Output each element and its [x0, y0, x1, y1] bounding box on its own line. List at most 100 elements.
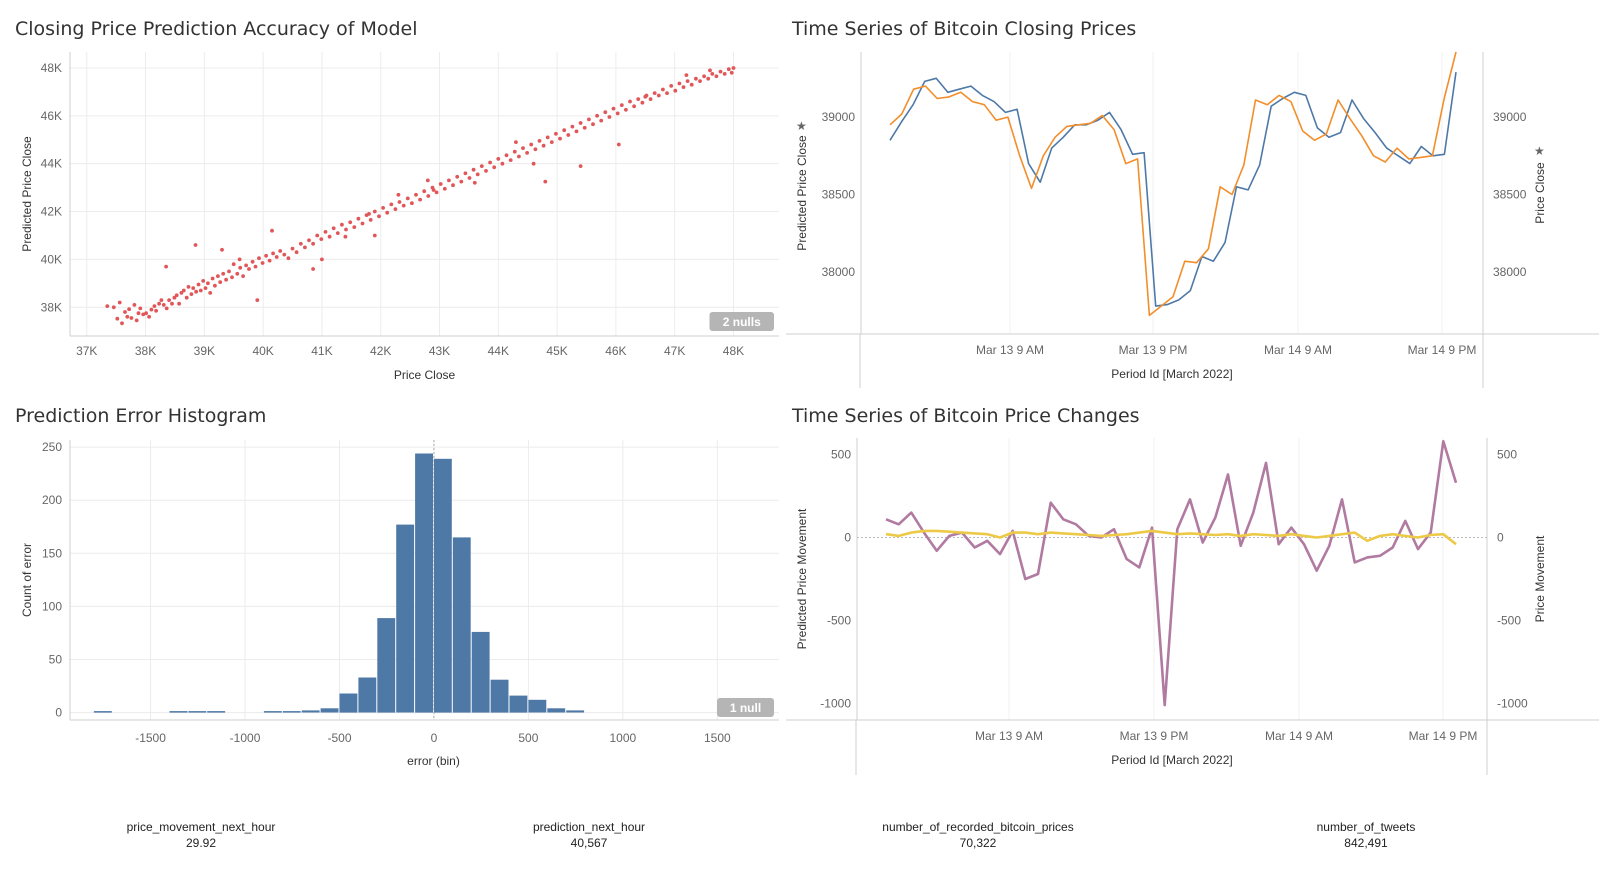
scatter-chart[interactable]: 37K 38K 39K 40K 41K 42K 43K 44K 45K 46K 47K 48K 38K 4…: [0, 0, 786, 390]
x-tick-label: 43K: [429, 344, 450, 358]
scatter-point: [578, 164, 583, 169]
scatter-point: [607, 115, 612, 119]
scatter-point: [235, 271, 240, 276]
scatter-point: [677, 81, 682, 86]
scatter-point: [472, 180, 477, 185]
scatter-point: [282, 252, 287, 257]
x-tick-label: 0: [431, 731, 438, 745]
scatter-point: [352, 225, 357, 230]
scatter-point: [319, 237, 324, 242]
scatter-point: [562, 128, 567, 133]
x-tick-label: 42K: [370, 344, 391, 358]
scatter-point: [323, 230, 328, 234]
y-tick-label-left: 0: [844, 531, 851, 545]
kpi-value: 842,491: [1344, 836, 1388, 850]
scatter-point: [611, 106, 616, 111]
scatter-point: [698, 79, 702, 83]
scatter-point: [624, 107, 628, 112]
scatter-point: [714, 74, 719, 79]
y-tick-label: 250: [42, 440, 62, 454]
scatter-point: [410, 201, 414, 206]
scatter-point: [184, 295, 189, 300]
scatter-point: [405, 196, 410, 201]
scatter-point: [311, 267, 315, 271]
scatter-point: [159, 298, 164, 302]
scatter-point: [517, 154, 521, 159]
y-tick-label-left: -1000: [820, 696, 851, 710]
scatter-point: [154, 308, 159, 313]
x-axis-title: Period Id [March 2022]: [1111, 753, 1232, 767]
y-tick-label-left: -500: [827, 613, 851, 627]
scatter-point: [500, 161, 505, 166]
kpi-label: number_of_tweets: [1316, 820, 1416, 834]
x-tick-label: Mar 13 9 AM: [975, 729, 1043, 743]
scatter-point: [545, 135, 550, 140]
scatter-point: [132, 303, 137, 307]
scatter-point: [377, 214, 381, 219]
scatter-point: [632, 104, 636, 109]
scatter-point: [521, 146, 525, 151]
x-tick-label: 1000: [610, 731, 637, 745]
scatter-point: [665, 91, 669, 95]
x-tick-label: 1500: [704, 731, 731, 745]
scatter-point: [367, 212, 371, 216]
scatter-point: [189, 292, 194, 296]
x-tick-label: 38K: [135, 344, 156, 358]
null-badge-text: 2 nulls: [723, 315, 761, 329]
scatter-point: [706, 76, 711, 81]
scatter-point: [111, 305, 116, 310]
scatter-point: [718, 69, 723, 74]
scatter-point: [566, 133, 571, 137]
scatter-point: [253, 264, 258, 269]
scatter-point: [447, 178, 451, 183]
scatter-point: [191, 286, 196, 290]
histogram-bar: [282, 711, 301, 713]
scatter-point: [652, 91, 657, 95]
y-tick-label: 200: [42, 493, 62, 507]
scatter-point: [372, 233, 377, 238]
changes-chart[interactable]: Mar 13 9 AM Mar 13 9 PM Mar 14 9 AM Mar 14 …: [786, 390, 1599, 780]
scatter-point: [582, 125, 587, 130]
scatter-point: [208, 291, 213, 295]
scatter-point: [533, 147, 538, 152]
kpi-recorded-prices: number_of_recorded_bitcoin_prices 70,322: [868, 820, 1088, 850]
scatter-point: [488, 160, 492, 165]
scatter-point: [244, 263, 249, 268]
scatter-point: [271, 251, 275, 256]
scatter-point: [241, 274, 246, 278]
scatter-point: [669, 84, 674, 88]
scatter-point: [529, 142, 534, 147]
histogram-title: Prediction Error Histogram: [15, 405, 267, 427]
scatter-point: [434, 190, 439, 195]
series-line-predicted: [889, 51, 1457, 317]
kpi-value: 70,322: [959, 836, 997, 850]
y-axis-title: Count of error: [20, 543, 34, 617]
histogram-bar: [301, 710, 320, 713]
y-axis-title: Predicted Price Close: [20, 136, 34, 252]
scatter-point: [731, 66, 736, 70]
scatter-point: [164, 306, 169, 311]
x-tick-label: Mar 14 9 AM: [1265, 729, 1333, 743]
scatter-point: [616, 142, 621, 147]
series-line-actual: [885, 439, 1458, 707]
scatter-point: [599, 118, 604, 123]
scatter-point: [643, 94, 648, 99]
histogram-bar: [263, 711, 282, 713]
scatter-point: [127, 307, 131, 312]
null-badge: [717, 698, 774, 717]
kpi-price-movement: price_movement_next_hour 29.92: [91, 820, 311, 850]
kpi-value: 40,567: [570, 836, 608, 850]
scatter-point: [216, 274, 220, 278]
y-tick-label: 48K: [41, 61, 62, 75]
scatter-point: [157, 301, 162, 306]
scatter-point: [193, 243, 198, 247]
scatter-point: [307, 238, 311, 243]
scatter-point: [385, 210, 390, 215]
scatter-point: [578, 121, 583, 125]
histogram-bar: [509, 695, 528, 713]
closing-chart[interactable]: Mar 13 9 AM Mar 13 9 PM Mar 14 9 AM Mar 14 …: [786, 0, 1599, 390]
x-tick-label: -1500: [135, 731, 166, 745]
scatter-point: [467, 176, 472, 180]
histogram-chart[interactable]: -1500 -1000 -500 0 500 1000 1500 0 50 100 150 200 25…: [0, 390, 786, 780]
scatter-point: [531, 161, 536, 166]
